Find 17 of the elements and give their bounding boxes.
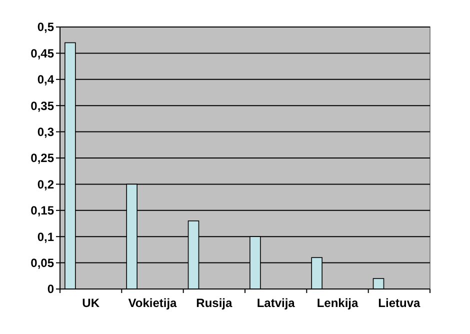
x-tick-label: Rusija <box>196 296 232 310</box>
y-tick-label: 0,5 <box>37 20 54 34</box>
x-tick-label: Lenkija <box>316 296 358 310</box>
y-tick-label: 0,25 <box>30 151 54 166</box>
x-tick-label: UK <box>82 296 100 310</box>
y-tick-label: 0,2 <box>37 177 54 192</box>
y-tick-label: 0,15 <box>30 204 54 218</box>
y-tick-label: 0,05 <box>30 256 54 270</box>
x-tick-label: Vokietija <box>128 296 178 310</box>
y-tick-label: 0,35 <box>30 98 54 113</box>
y-tick-label: 0,45 <box>30 46 54 60</box>
y-tick-label: 0,3 <box>37 125 54 139</box>
y-tick-label: 0,4 <box>37 72 54 87</box>
x-tick-label: Latvija <box>256 296 296 310</box>
x-tick-label: Lietuva <box>378 296 420 310</box>
y-tick-label: 0 <box>47 282 54 296</box>
y-tick-label: 0,1 <box>37 230 54 244</box>
